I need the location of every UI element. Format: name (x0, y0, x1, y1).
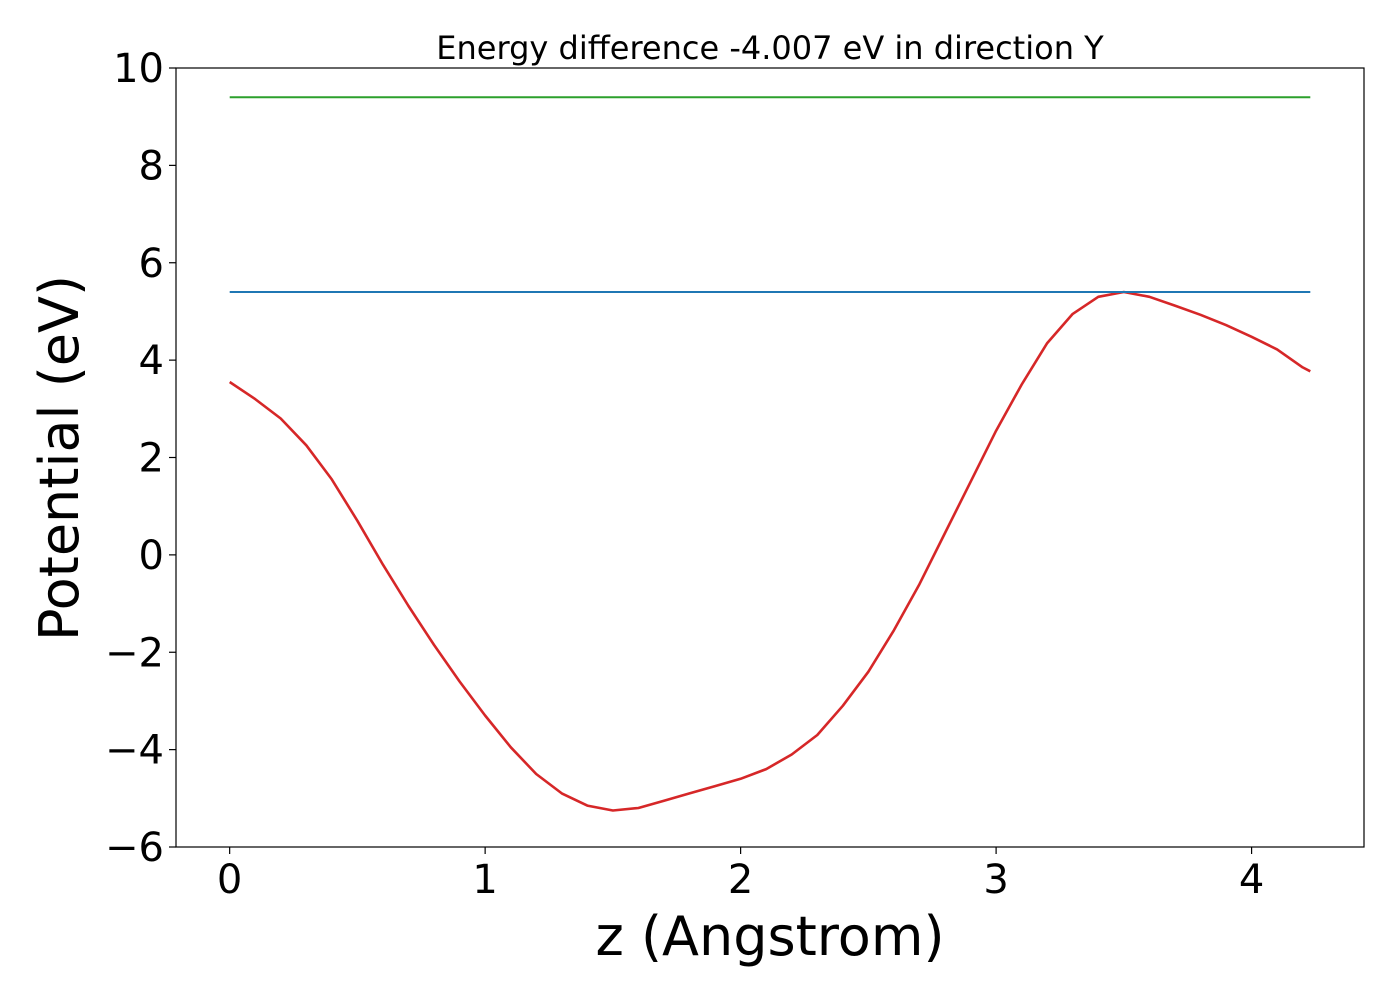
x-tick-label: 1 (472, 857, 497, 903)
chart-title: Energy difference -4.007 eV in direction… (436, 29, 1104, 67)
y-tick-label: 2 (139, 436, 164, 482)
y-tick-label: 8 (139, 143, 164, 189)
y-tick-label: −2 (105, 630, 164, 676)
x-tick-label: 2 (728, 857, 753, 903)
ticks-layer: 0 1 2 3 4 −6 −4 −2 0 2 4 6 8 10 (105, 46, 1264, 903)
y-tick-label: 6 (139, 241, 164, 287)
series-layer (228, 96, 1311, 812)
y-tick-label: −6 (105, 825, 164, 871)
y-tick-label: 4 (139, 338, 164, 384)
y-axis-label: Potential (eV) (28, 275, 91, 641)
series-line-potential (228, 290, 1311, 812)
x-tick-label: 3 (983, 857, 1008, 903)
plot-frame (175, 67, 1365, 848)
x-axis-label: z (Angstrom) (595, 905, 944, 968)
y-tick-label: 0 (139, 533, 164, 579)
x-tick-label: 0 (217, 857, 242, 903)
y-tick-label: 10 (113, 46, 164, 92)
y-tick-label: −4 (105, 728, 164, 774)
x-tick-label: 4 (1239, 857, 1264, 903)
